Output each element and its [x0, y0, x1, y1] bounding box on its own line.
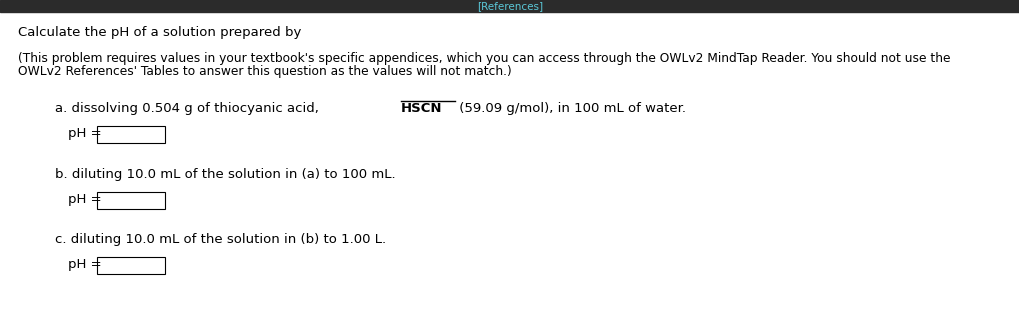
Text: (This problem requires values in your textbook's specific appendices, which you : (This problem requires values in your te…: [18, 52, 950, 65]
Text: HSCN: HSCN: [400, 102, 442, 115]
Text: pH =: pH =: [68, 258, 102, 271]
Text: (59.09 g/mol), in 100 mL of water.: (59.09 g/mol), in 100 mL of water.: [454, 102, 685, 115]
Text: pH =: pH =: [68, 193, 102, 206]
Text: [References]: [References]: [477, 1, 542, 11]
Text: Calculate the pH of a solution prepared by: Calculate the pH of a solution prepared …: [18, 26, 301, 39]
Text: a. dissolving 0.504 g of thiocyanic acid,: a. dissolving 0.504 g of thiocyanic acid…: [55, 102, 323, 115]
Text: OWLv2 References' Tables to answer this question as the values will not match.): OWLv2 References' Tables to answer this …: [18, 65, 512, 78]
Bar: [0, 0, 1019, 12]
Bar: [97, 192, 165, 209]
Text: c. diluting 10.0 mL of the solution in (b) to 1.00 L.: c. diluting 10.0 mL of the solution in (…: [55, 233, 386, 246]
Bar: [97, 126, 165, 143]
Text: pH =: pH =: [68, 127, 102, 140]
Bar: [97, 257, 165, 274]
Text: b. diluting 10.0 mL of the solution in (a) to 100 mL.: b. diluting 10.0 mL of the solution in (…: [55, 168, 395, 181]
